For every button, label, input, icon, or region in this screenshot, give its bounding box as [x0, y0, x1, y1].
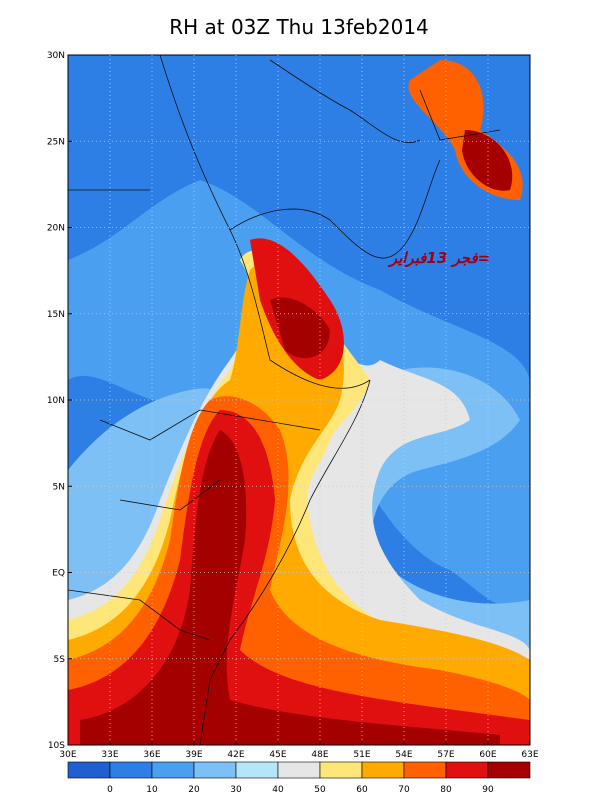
colorbar-label: 0 [107, 785, 113, 795]
lon-label: 33E [101, 750, 118, 760]
lon-label: 60E [479, 750, 496, 760]
colorbar-label: 10 [146, 785, 158, 795]
lon-label: 42E [227, 750, 244, 760]
lon-label: 57E [437, 750, 454, 760]
lat-label: 5S [54, 655, 66, 665]
field-band [270, 297, 330, 359]
lon-label: 45E [269, 750, 286, 760]
colorbar-box [67, 761, 111, 779]
lat-label: 5N [53, 482, 65, 492]
colorbar-box [235, 761, 279, 779]
lat-label: 25N [47, 137, 65, 147]
colorbar-label: 60 [356, 785, 368, 795]
lat-label: 10N [47, 396, 65, 406]
colorbar-box [151, 761, 195, 779]
colorbar-label: 50 [314, 785, 326, 795]
colorbar-box [319, 761, 363, 779]
annotation: =فجر 13فبراير [388, 249, 490, 267]
lon-label: 54E [395, 750, 412, 760]
colorbar-box [277, 761, 321, 779]
lon-label: 36E [143, 750, 160, 760]
lat-label: 20N [47, 224, 65, 234]
colorbar-box [109, 761, 153, 779]
colorbar-label: 70 [398, 785, 410, 795]
field-band [80, 430, 500, 745]
lon-label: 48E [311, 750, 328, 760]
coastlines [67, 54, 501, 746]
colorbar-label: 40 [272, 785, 284, 795]
field-band [462, 130, 513, 191]
lat-label: EQ [52, 569, 65, 579]
map-title: RH at 03Z Thu 13feb2014 [169, 15, 429, 39]
colorbar-box [487, 761, 531, 779]
lon-label: 30E [59, 750, 76, 760]
colorbar-box [193, 761, 237, 779]
colorbar-label: 80 [440, 785, 452, 795]
colorbar-box [403, 761, 447, 779]
lat-label: 30N [47, 51, 65, 61]
colorbar-label: 90 [482, 785, 494, 795]
lon-label: 39E [185, 750, 202, 760]
humidity-field [68, 55, 530, 745]
lat-label: 15N [47, 310, 65, 320]
lon-label: 51E [353, 750, 370, 760]
lon-label: 63E [521, 750, 538, 760]
colorbar-box [445, 761, 489, 779]
colorbar-box [361, 761, 405, 779]
colorbar-label: 30 [230, 785, 242, 795]
lat-label: 10S [48, 741, 65, 751]
colorbar-label: 20 [188, 785, 200, 795]
